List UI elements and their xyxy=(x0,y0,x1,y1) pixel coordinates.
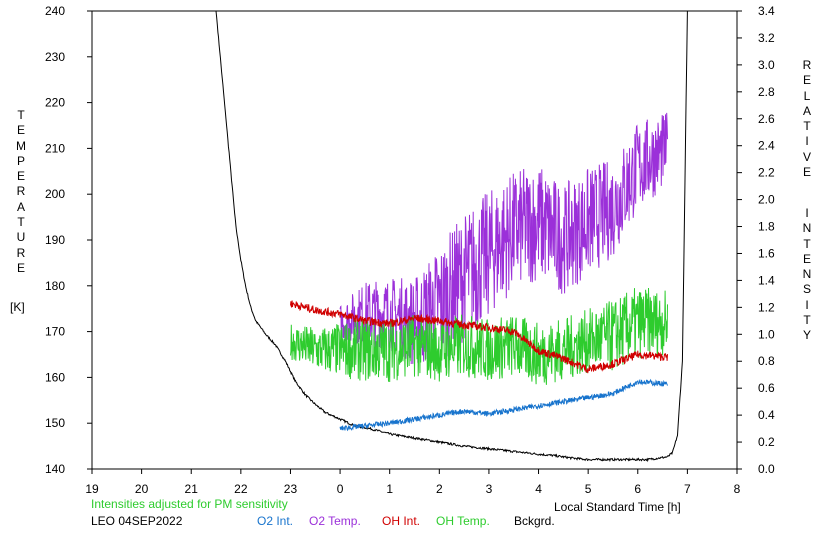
right-y-tick-label: 1.2 xyxy=(758,300,775,314)
axis-label-letter: P xyxy=(16,153,25,168)
x-tick-label: 5 xyxy=(585,482,592,496)
right-y-tick-label: 2.8 xyxy=(758,85,775,99)
right-y-tick-label: 0.0 xyxy=(758,462,775,476)
sensitivity-note: Intensities adjusted for PM sensitivity xyxy=(91,497,288,511)
left-y-tick-label: 240 xyxy=(45,4,65,18)
axis-label-letter: E xyxy=(16,123,25,138)
axis-label-letter: M xyxy=(16,138,26,153)
x-tick-label: 1 xyxy=(386,482,393,496)
axis-label-letter: T xyxy=(803,313,811,328)
right-y-tick-label: 2.6 xyxy=(758,112,775,126)
axis-label-letter: R xyxy=(802,58,812,72)
right-y-tick-label: 3.2 xyxy=(758,31,775,45)
right-y-tick-label: 3.4 xyxy=(758,4,775,18)
axis-label-letter: N xyxy=(802,267,812,282)
left-y-tick-label: 210 xyxy=(45,141,65,155)
legend-bckgrd: Bckgrd. xyxy=(514,514,555,528)
axis-label-letter: E xyxy=(802,165,811,180)
axis-label-letter: E xyxy=(802,251,811,266)
x-tick-label: 21 xyxy=(185,482,199,496)
right-y-tick-label: 2.2 xyxy=(758,166,775,180)
series-oh-int-line xyxy=(290,300,668,374)
axis-label-letter: Y xyxy=(802,328,811,343)
series-o2-temp-line xyxy=(339,112,668,365)
right-y-tick-label: 1.0 xyxy=(758,327,775,341)
axis-label-letter: E xyxy=(16,260,25,275)
x-tick-label: 19 xyxy=(85,482,99,496)
x-tick-label: 6 xyxy=(634,482,641,496)
x-tick-label: 0 xyxy=(337,482,344,496)
right-y-tick-label: 3.0 xyxy=(758,58,775,72)
series-o2-int-line xyxy=(339,378,668,432)
x-tick-label: 7 xyxy=(684,482,691,496)
left-y-tick-label: 220 xyxy=(45,96,65,110)
legend-o2-int: O2 Int. xyxy=(257,514,294,528)
x-tick-label: 8 xyxy=(734,482,741,496)
left-y-tick-label: 190 xyxy=(45,233,65,247)
axis-label-letter: T xyxy=(803,119,811,134)
axis-label-letter: N xyxy=(802,221,812,236)
axis-label-letter: R xyxy=(16,184,26,199)
axis-label-letter: T xyxy=(17,108,25,122)
right-y-tick-label: 0.4 xyxy=(758,408,775,422)
left-y-tick-label: 180 xyxy=(45,279,65,293)
right-y-tick-label: 0.8 xyxy=(758,354,775,368)
right-y-tick-label: 2.0 xyxy=(758,193,775,207)
right-y-tick-label: 1.6 xyxy=(758,246,775,260)
axis-label-letter: E xyxy=(16,169,25,184)
series-oh-temp-line xyxy=(290,287,668,385)
right-y-tick-label: 1.8 xyxy=(758,220,775,234)
chart-series-layer xyxy=(215,10,688,463)
legend-o2-temp: O2 Temp. xyxy=(309,514,361,528)
axis-label-letter: R xyxy=(16,245,26,260)
series-bckgrd-line xyxy=(215,10,688,463)
legend-oh-temp: OH Temp. xyxy=(436,514,490,528)
station-label: LEO 04SEP2022 xyxy=(91,514,183,528)
x-tick-label: 20 xyxy=(135,482,149,496)
x-axis-label: Local Standard Time [h] xyxy=(554,500,681,514)
left-y-tick-label: 200 xyxy=(45,187,65,201)
right-y-tick-label: 2.4 xyxy=(758,139,775,153)
axis-label-letter: I xyxy=(805,134,809,149)
left-y-tick-label: 140 xyxy=(45,462,65,476)
axis-label-letter: L xyxy=(803,88,811,103)
x-tick-label: 2 xyxy=(436,482,443,496)
left-y-tick-label: 170 xyxy=(45,325,65,339)
axis-label-letter: U xyxy=(16,230,26,245)
x-tick-label: 4 xyxy=(535,482,542,496)
left-y-tick-label: 230 xyxy=(45,50,65,64)
axis-label-letter: I xyxy=(805,297,809,312)
axis-label-letter: T xyxy=(17,215,25,230)
x-tick-label: 3 xyxy=(486,482,493,496)
axis-label-letter: V xyxy=(802,149,811,164)
right-y-tick-label: 0.6 xyxy=(758,381,775,395)
axis-label-letter: A xyxy=(802,103,811,118)
x-tick-label: 22 xyxy=(234,482,248,496)
legend-oh-int: OH Int. xyxy=(382,514,421,528)
x-tick-label: 23 xyxy=(284,482,298,496)
axis-label-letter: S xyxy=(802,282,811,297)
left-axis-unit: [K] xyxy=(10,300,25,314)
axis-label-letter: A xyxy=(16,199,25,214)
right-y-tick-label: 0.2 xyxy=(758,435,775,449)
left-y-tick-label: 160 xyxy=(45,370,65,384)
chart-axes: 19 20 21 22 23 0 1 2 3 4 5 6 7 8140150160170180190200… xyxy=(45,4,775,496)
axis-label-letter: I xyxy=(805,206,809,220)
right-y-tick-label: 1.4 xyxy=(758,273,775,287)
left-y-tick-label: 150 xyxy=(45,416,65,430)
axis-label-letter: E xyxy=(802,73,811,88)
axis-label-letter: T xyxy=(803,236,811,251)
